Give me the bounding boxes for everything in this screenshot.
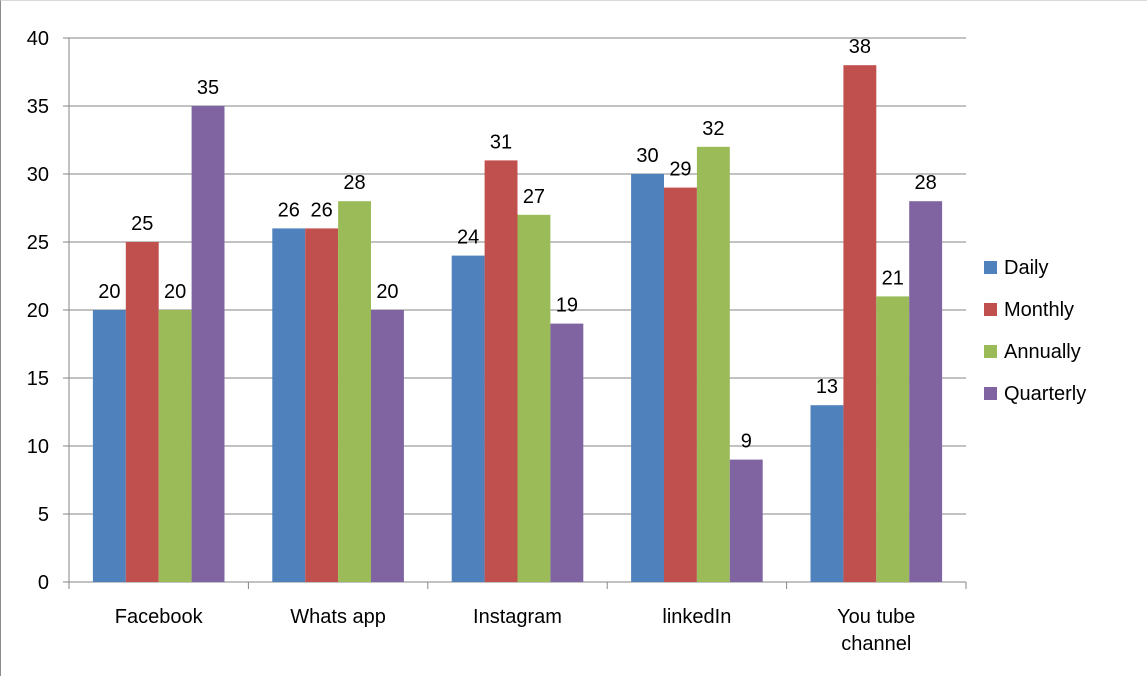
y-tick-label: 10: [27, 436, 49, 458]
y-tick-label: 0: [38, 572, 49, 594]
bars: [92, 65, 943, 583]
data-label: 27: [523, 186, 545, 208]
data-label: 30: [636, 145, 658, 167]
data-label: 20: [376, 281, 398, 303]
data-label: 28: [915, 172, 937, 194]
bar-annually: [876, 296, 910, 582]
y-tick-label: 15: [27, 368, 49, 390]
data-label: 13: [816, 376, 838, 398]
category-label: Facebook: [115, 606, 204, 628]
category-label: linkedIn: [662, 606, 731, 628]
bar-quarterly: [550, 323, 584, 582]
data-label: 32: [702, 118, 724, 140]
data-label: 24: [457, 227, 479, 249]
y-tick-label: 30: [27, 164, 49, 186]
bar-annually: [338, 201, 372, 582]
data-label: 21: [882, 267, 904, 289]
bar-monthly: [125, 242, 159, 582]
data-label: 31: [490, 131, 512, 153]
bar-monthly: [484, 160, 518, 582]
legend-label-quarterly: Quarterly: [1004, 383, 1086, 405]
y-tick-label: 40: [27, 28, 49, 50]
bar-quarterly: [191, 106, 225, 582]
legend-label-monthly: Monthly: [1004, 299, 1074, 321]
bar-annually: [517, 214, 551, 583]
data-labels: 20 25 20 35 26 26 28 20 24 31 27 19 30 29 32 9 13 38 21 28: [98, 36, 937, 452]
data-label: 29: [669, 159, 691, 181]
bar-daily: [810, 405, 844, 582]
legend-swatch-daily: [984, 261, 997, 274]
bar-monthly: [305, 228, 339, 582]
legend-swatch-monthly: [984, 303, 997, 316]
legend-label-daily: Daily: [1004, 257, 1048, 279]
bar-monthly: [843, 65, 877, 582]
legend: Daily Monthly Annually Quarterly: [984, 257, 1086, 405]
legend-label-annually: Annually: [1004, 341, 1081, 363]
y-tick-label: 5: [38, 504, 49, 526]
data-label: 20: [164, 281, 186, 303]
bar-quarterly: [909, 201, 943, 582]
category-label: You tube channel: [837, 606, 915, 655]
category-label: Whats app: [290, 606, 386, 628]
legend-swatch-quarterly: [984, 387, 997, 400]
bar-monthly: [663, 187, 697, 582]
legend-swatch-annually: [984, 345, 997, 358]
data-label: 19: [556, 295, 578, 317]
data-label: 38: [849, 36, 871, 58]
bar-daily: [451, 255, 485, 582]
y-tick-label: 20: [27, 300, 49, 322]
bar-quarterly: [371, 310, 404, 582]
data-label: 20: [98, 281, 120, 303]
bar-quarterly: [729, 459, 763, 582]
bar-daily: [92, 310, 126, 582]
bar-annually: [158, 310, 192, 582]
data-label: 26: [311, 199, 333, 221]
data-label: 26: [278, 199, 300, 221]
y-tick-label: 35: [27, 96, 49, 118]
data-label: 25: [131, 213, 153, 235]
category-label: Instagram: [473, 606, 562, 628]
bar-annually: [696, 146, 730, 583]
y-tick-label: 25: [27, 232, 49, 254]
data-label: 35: [197, 77, 219, 99]
bar-daily: [272, 228, 306, 582]
data-label: 28: [343, 172, 365, 194]
data-label: 9: [741, 431, 752, 453]
bar-daily: [631, 174, 664, 582]
